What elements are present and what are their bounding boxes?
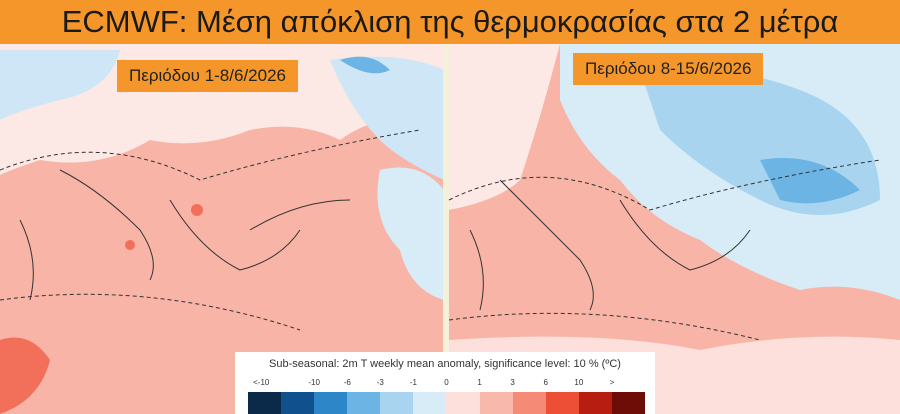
legend-tick: 3 <box>510 378 515 387</box>
legend-tick: 6 <box>543 378 548 387</box>
legend: Sub-seasonal: 2m T weekly mean anomaly, … <box>235 352 655 414</box>
legend-color <box>347 392 381 414</box>
legend-color <box>512 392 546 414</box>
legend-colors <box>248 392 645 414</box>
legend-color <box>314 392 348 414</box>
legend-tick: -1 <box>409 378 417 387</box>
legend-tick: > <box>609 378 615 387</box>
legend-title: Sub-seasonal: 2m T weekly mean anomaly, … <box>269 358 621 370</box>
legend-color <box>545 392 579 414</box>
legend-color <box>446 392 480 414</box>
legend-ticks: <-10 -10 -6 -3 -1 0 1 3 6 10 > <box>237 378 653 390</box>
title: ECMWF: Μέση απόκλιση της θερμοκρασίας στ… <box>0 0 900 44</box>
legend-tick: -10 <box>308 378 320 387</box>
panel-label: Περιόδου 8-15/6/2026 <box>573 53 764 85</box>
legend-color <box>248 392 282 414</box>
legend-color <box>578 392 612 414</box>
legend-color <box>380 392 414 414</box>
legend-color <box>413 392 447 414</box>
legend-tick: -6 <box>343 378 351 387</box>
legend-color <box>479 392 513 414</box>
legend-tick: <-10 <box>253 378 270 387</box>
legend-tick: 10 <box>574 378 584 387</box>
legend-color <box>611 392 645 414</box>
legend-color <box>281 392 315 414</box>
legend-tick: 1 <box>477 378 482 387</box>
right-map <box>448 44 900 414</box>
legend-tick: 0 <box>444 378 449 387</box>
legend-tick: -3 <box>376 378 384 387</box>
left-map <box>0 44 444 414</box>
divider <box>443 44 449 414</box>
panel-label: Περιόδου 1-8/6/2026 <box>117 60 298 92</box>
